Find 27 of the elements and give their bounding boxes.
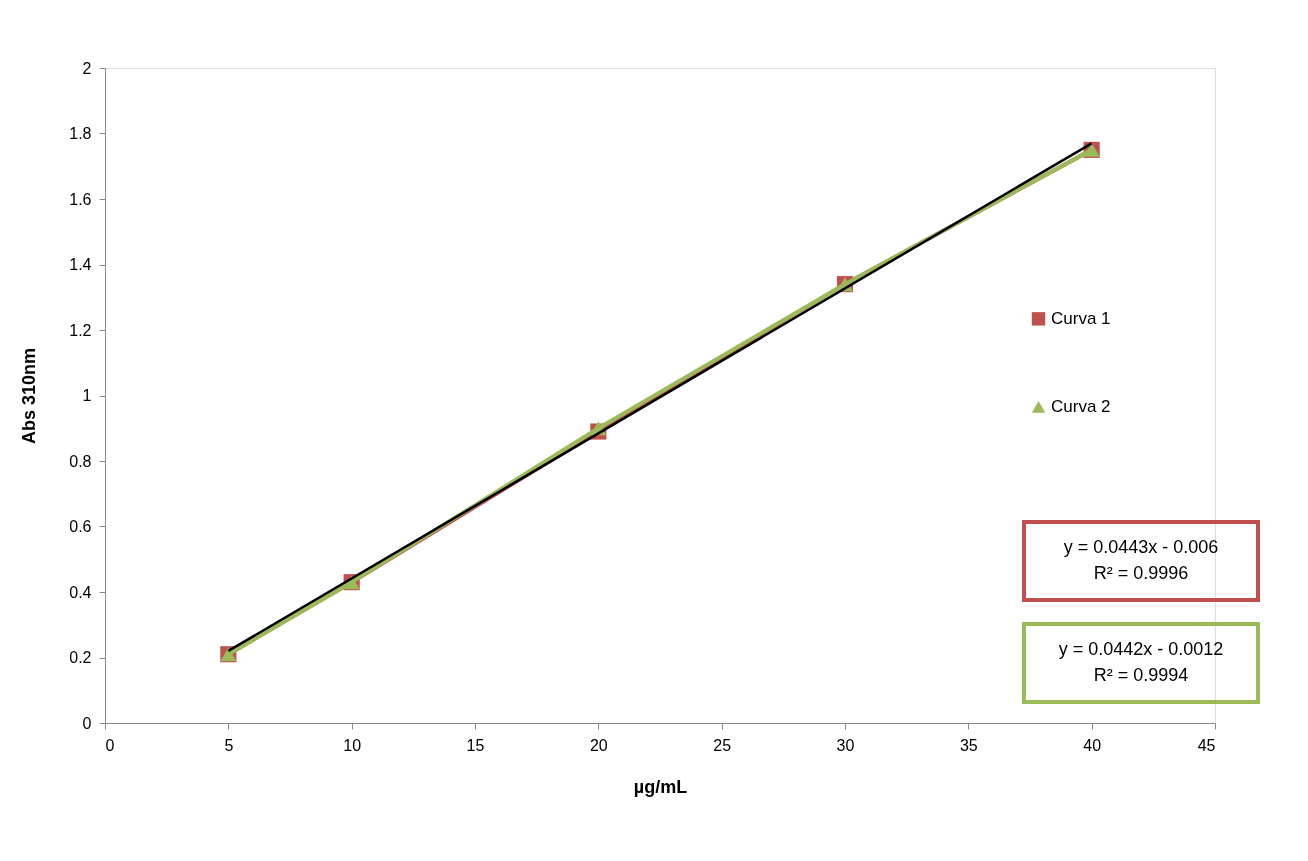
x-tick-label: 15	[466, 736, 485, 754]
legend-label: Curva 1	[1051, 308, 1111, 328]
y-tick-label: 1.4	[69, 256, 92, 273]
y-tick-label: 0.2	[69, 649, 92, 666]
x-tick-label: 10	[343, 736, 362, 754]
y-tick-label: 1.6	[69, 190, 92, 208]
y-tick-label: 1.2	[69, 321, 92, 339]
y-tick-label: 0	[82, 714, 92, 732]
y-tick-label: 0.4	[69, 583, 92, 601]
y-tick-label: 0.6	[69, 518, 92, 535]
y-tick-label: 0.8	[69, 452, 92, 470]
x-tick-label: 5	[224, 736, 234, 754]
legend-label: Curva 2	[1051, 396, 1111, 416]
x-tick-label: 25	[713, 736, 732, 754]
x-tick-label: 45	[1197, 736, 1216, 754]
y-tick-label: 1	[82, 387, 92, 404]
x-tick-label: 20	[589, 736, 608, 754]
x-tick-label: 40	[1083, 736, 1102, 754]
y-axis-title: Abs 310nm	[19, 347, 40, 445]
x-tick-label: 35	[959, 736, 978, 754]
y-tick-label: 1.8	[69, 125, 92, 142]
x-tick-label: 30	[836, 736, 855, 754]
x-axis-title: µg/mL	[633, 776, 688, 797]
y-tick-label: 2	[82, 59, 92, 77]
annotation: y = 0.0442x - 0.0012 R² = 0.9994	[1058, 639, 1224, 685]
x-tick-label: 0	[105, 736, 115, 754]
annotation: y = 0.0443x - 0.006 R² = 0.9996	[1063, 537, 1219, 583]
